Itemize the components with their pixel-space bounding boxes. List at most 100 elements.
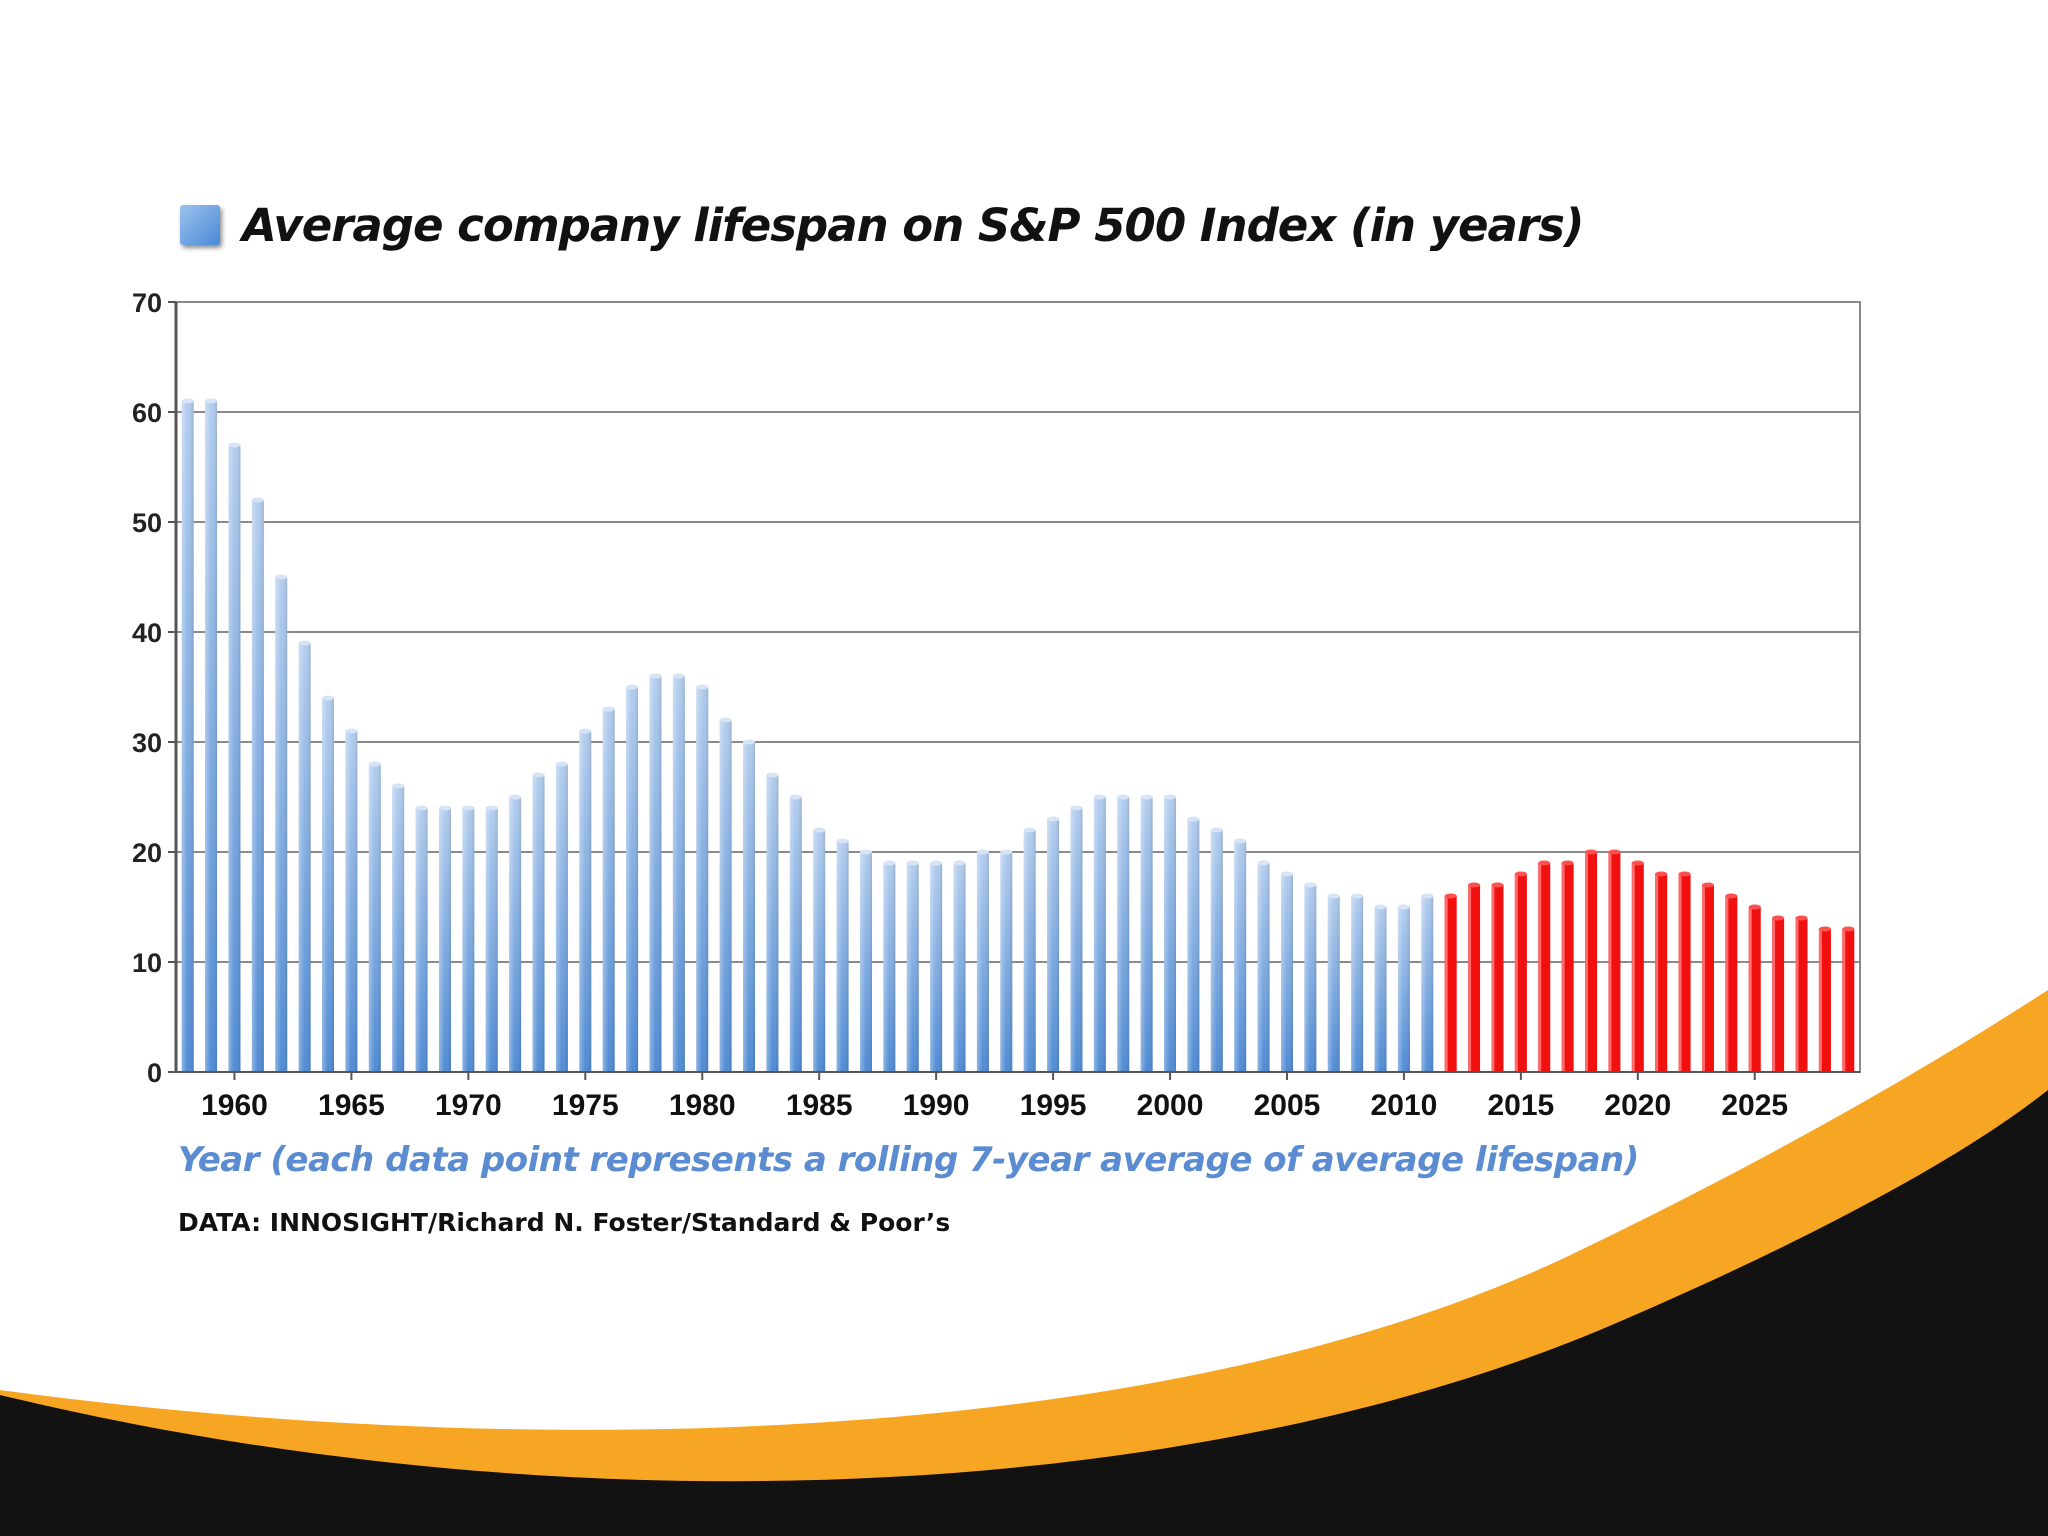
bar-actual-shade [181, 401, 194, 1072]
bar-actual-cap [1093, 794, 1106, 800]
y-tick-label: 0 [147, 1058, 162, 1088]
bar-projected-cap [1725, 893, 1738, 899]
x-tick-label: 1990 [903, 1089, 970, 1122]
y-tick-label: 70 [132, 288, 162, 318]
x-tick-label: 2010 [1371, 1089, 1438, 1122]
x-axis-title: Year (each data point represents a rolli… [178, 1140, 1639, 1180]
bar-actual-shade [509, 797, 522, 1072]
bar-actual-shade [1234, 841, 1247, 1072]
bar-actual-shade [976, 852, 989, 1072]
bar-actual-shade [672, 676, 685, 1072]
x-tick-label: 1965 [318, 1089, 385, 1122]
bar-actual-shade [883, 863, 896, 1072]
bar-projected-highlight [1701, 885, 1705, 1072]
bar-actual-shade [1140, 797, 1153, 1072]
bar-actual-shade [1397, 907, 1410, 1072]
bar-projected-cap [1772, 915, 1785, 921]
bar-projected-cap [1444, 893, 1457, 899]
x-tick-label: 2015 [1487, 1089, 1554, 1122]
bar-actual-shade [438, 808, 451, 1072]
bar-actual-shade [392, 786, 405, 1072]
bar-actual-cap [392, 783, 405, 789]
bar-actual-cap [275, 574, 288, 580]
plot-frame [175, 301, 1861, 1073]
bar-actual-cap [719, 717, 732, 723]
bar-projected-cap [1608, 849, 1621, 855]
bar-actual-shade [1280, 874, 1293, 1072]
bar-actual-shade [1070, 808, 1083, 1072]
bar-actual-cap [1000, 849, 1013, 855]
bar-actual-cap [415, 805, 428, 811]
bar-projected-highlight [1795, 918, 1799, 1072]
y-tick-label: 40 [132, 618, 162, 648]
bar-actual-shade [719, 720, 732, 1072]
bar-projected-cap [1585, 849, 1598, 855]
bar-projected-cap [1701, 882, 1714, 888]
bar-actual-cap [1327, 893, 1340, 899]
bar-actual-cap [509, 794, 522, 800]
bar-actual-cap [1234, 838, 1247, 844]
bar-actual-cap [1210, 827, 1223, 833]
bar-projected-cap [1538, 860, 1551, 866]
bar-projected-highlight [1678, 874, 1682, 1072]
bar-projected-cap [1631, 860, 1644, 866]
bar-actual-cap [859, 849, 872, 855]
bar-actual-cap [1257, 860, 1270, 866]
y-tick-label: 50 [132, 508, 162, 538]
bar-actual-cap [1117, 794, 1130, 800]
bar-actual-shade [1093, 797, 1106, 1072]
y-tick-label: 20 [132, 838, 162, 868]
bar-actual-cap [532, 772, 545, 778]
bar-actual-shade [906, 863, 919, 1072]
bar-actual-shade [462, 808, 475, 1072]
bar-actual-cap [1070, 805, 1083, 811]
x-tick-label: 2020 [1604, 1089, 1671, 1122]
bar-actual-shade [532, 775, 545, 1072]
x-tick-label: 1975 [552, 1089, 619, 1122]
bar-actual-cap [1140, 794, 1153, 800]
x-tick-label: 1960 [201, 1089, 268, 1122]
bar-projected-highlight [1772, 918, 1776, 1072]
bar-actual-shade [205, 401, 218, 1072]
bar-actual-shade [1421, 896, 1434, 1072]
bar-actual-cap [953, 860, 966, 866]
bar-actual-shade [1351, 896, 1364, 1072]
bar-actual-shade [1164, 797, 1177, 1072]
bar-projected-cap [1655, 871, 1668, 877]
bar-projected-highlight [1725, 896, 1729, 1072]
bar-actual-shade [415, 808, 428, 1072]
bar-actual-shade [626, 687, 639, 1072]
bar-actual-cap [1164, 794, 1177, 800]
bar-actual-cap [251, 497, 264, 503]
x-tick-label: 1980 [669, 1089, 736, 1122]
bar-actual-shade [696, 687, 709, 1072]
bar-projected-highlight [1444, 896, 1448, 1072]
bar-projected-highlight [1631, 863, 1635, 1072]
bar-actual-shade [1374, 907, 1387, 1072]
bar-actual-cap [555, 761, 568, 767]
bar-actual-cap [1397, 904, 1410, 910]
bar-projected-highlight [1561, 863, 1565, 1072]
bar-projected-cap [1842, 926, 1855, 932]
dark-swoosh [0, 1090, 2048, 1536]
bar-projected-highlight [1655, 874, 1659, 1072]
bar-actual-shade [485, 808, 498, 1072]
bar-actual-shade [813, 830, 826, 1072]
bar-actual-cap [696, 684, 709, 690]
x-tick-label: 2005 [1254, 1089, 1321, 1122]
bar-actual-cap [228, 442, 241, 448]
bar-actual-shade [789, 797, 802, 1072]
bar-actual-shade [836, 841, 849, 1072]
bar-projected-highlight [1842, 929, 1846, 1072]
bar-actual-shade [228, 445, 241, 1072]
bar-actual-cap [579, 728, 592, 734]
bar-actual-cap [462, 805, 475, 811]
bar-projected-cap [1561, 860, 1574, 866]
bar-actual-shade [602, 709, 615, 1072]
bar-projected-cap [1795, 915, 1808, 921]
bar-projected-highlight [1491, 885, 1495, 1072]
bar-actual-cap [1280, 871, 1293, 877]
bar-actual-cap [626, 684, 639, 690]
legend-label: Average company lifespan on S&P 500 Inde… [242, 198, 1584, 252]
